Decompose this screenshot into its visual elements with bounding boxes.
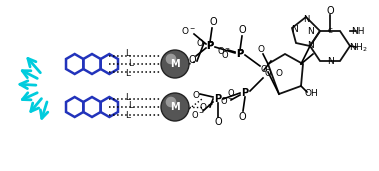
- Text: L: L: [125, 93, 130, 102]
- Text: O$^-$: O$^-$: [217, 44, 231, 56]
- Text: L: L: [128, 102, 133, 110]
- Text: P: P: [207, 41, 213, 51]
- Text: L: L: [128, 58, 133, 68]
- Text: O: O: [209, 17, 217, 27]
- Text: O: O: [238, 112, 246, 122]
- Text: O: O: [257, 45, 265, 55]
- Text: O: O: [326, 6, 334, 16]
- Circle shape: [161, 50, 189, 78]
- Text: P: P: [236, 49, 244, 59]
- Text: L: L: [125, 69, 130, 77]
- Text: N: N: [307, 42, 313, 50]
- Text: O: O: [238, 25, 246, 35]
- Text: L: L: [125, 111, 130, 121]
- Text: N: N: [291, 25, 298, 35]
- Text: O: O: [193, 90, 199, 100]
- Text: P: P: [215, 94, 222, 104]
- Text: O: O: [265, 69, 271, 78]
- Text: O: O: [228, 89, 234, 98]
- Text: P: P: [241, 88, 249, 98]
- Text: O: O: [276, 69, 282, 78]
- Circle shape: [166, 54, 176, 64]
- Text: N: N: [303, 15, 309, 23]
- Text: P: P: [207, 41, 213, 51]
- Text: O: O: [188, 55, 196, 65]
- Text: C: C: [327, 28, 332, 34]
- Text: O$^-$: O$^-$: [220, 95, 234, 107]
- Text: N: N: [327, 56, 334, 65]
- Text: N: N: [307, 27, 313, 36]
- Circle shape: [161, 93, 189, 121]
- Text: O: O: [214, 117, 222, 127]
- Text: NH$_2$: NH$_2$: [349, 42, 367, 54]
- Text: O: O: [261, 65, 267, 75]
- Circle shape: [166, 97, 176, 107]
- Text: M: M: [170, 102, 180, 112]
- Text: M: M: [170, 59, 180, 69]
- Text: P: P: [236, 49, 244, 59]
- Text: OH: OH: [304, 89, 318, 98]
- Text: O$^-$: O$^-$: [199, 102, 215, 113]
- Text: L: L: [125, 49, 130, 58]
- Text: O: O: [197, 38, 203, 48]
- Text: NH: NH: [351, 27, 365, 36]
- Text: O$^-$: O$^-$: [191, 109, 205, 121]
- Text: O$^-$: O$^-$: [182, 24, 197, 36]
- Text: O: O: [222, 50, 228, 60]
